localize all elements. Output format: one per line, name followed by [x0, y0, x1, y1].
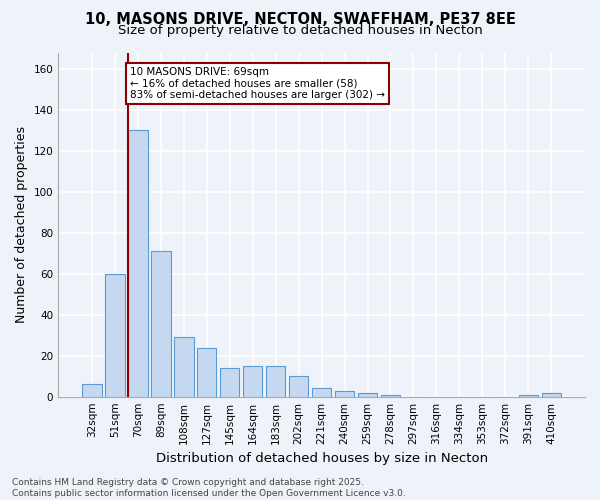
Text: Contains HM Land Registry data © Crown copyright and database right 2025.
Contai: Contains HM Land Registry data © Crown c… — [12, 478, 406, 498]
Bar — [128, 130, 148, 396]
Bar — [105, 274, 125, 396]
Bar — [220, 368, 239, 396]
Bar — [358, 392, 377, 396]
Bar — [381, 394, 400, 396]
Text: 10 MASONS DRIVE: 69sqm
← 16% of detached houses are smaller (58)
83% of semi-det: 10 MASONS DRIVE: 69sqm ← 16% of detached… — [130, 67, 385, 100]
Bar — [243, 366, 262, 396]
Bar — [151, 251, 170, 396]
Text: Size of property relative to detached houses in Necton: Size of property relative to detached ho… — [118, 24, 482, 37]
Bar — [197, 348, 217, 397]
Text: 10, MASONS DRIVE, NECTON, SWAFFHAM, PE37 8EE: 10, MASONS DRIVE, NECTON, SWAFFHAM, PE37… — [85, 12, 515, 28]
Bar — [335, 390, 355, 396]
Bar — [542, 392, 561, 396]
Bar — [518, 394, 538, 396]
Bar — [174, 338, 194, 396]
Y-axis label: Number of detached properties: Number of detached properties — [15, 126, 28, 323]
Bar — [312, 388, 331, 396]
Bar — [289, 376, 308, 396]
X-axis label: Distribution of detached houses by size in Necton: Distribution of detached houses by size … — [155, 452, 488, 465]
Bar — [82, 384, 101, 396]
Bar — [266, 366, 286, 396]
